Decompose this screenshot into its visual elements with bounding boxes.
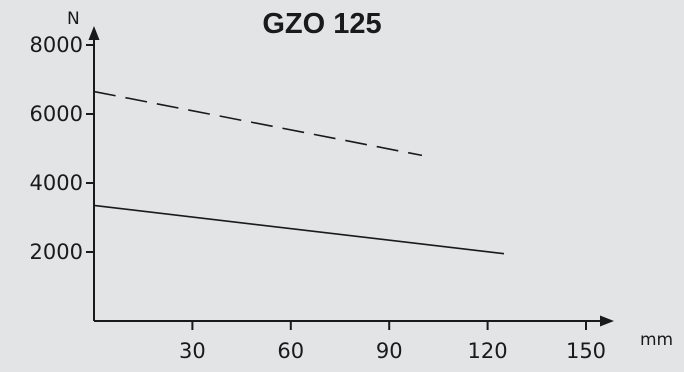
y-tick-label: 4000 <box>30 171 83 195</box>
y-tick-label: 2000 <box>30 240 83 264</box>
series-line-1 <box>93 90 423 157</box>
x-tick-label: 90 <box>376 339 403 363</box>
y-tick-label: 8000 <box>30 33 83 57</box>
series-layer <box>93 90 505 255</box>
y-axis-label: N <box>67 9 80 29</box>
x-tick-label: 120 <box>468 339 508 363</box>
x-axis-label: mm <box>640 330 673 350</box>
series-line-2 <box>93 204 505 255</box>
x-axis-arrow <box>600 315 614 327</box>
y-tick-label: 6000 <box>30 102 83 126</box>
x-tick-label: 30 <box>179 339 206 363</box>
x-tick-label: 150 <box>566 339 606 363</box>
y-axis-arrow <box>88 26 100 40</box>
y-ticks: 2000 4000 6000 8000 <box>30 33 94 264</box>
x-tick-label: 60 <box>277 339 304 363</box>
chart-title: GZO 125 <box>262 8 381 40</box>
x-ticks: 30 60 90 120 150 <box>179 321 606 363</box>
